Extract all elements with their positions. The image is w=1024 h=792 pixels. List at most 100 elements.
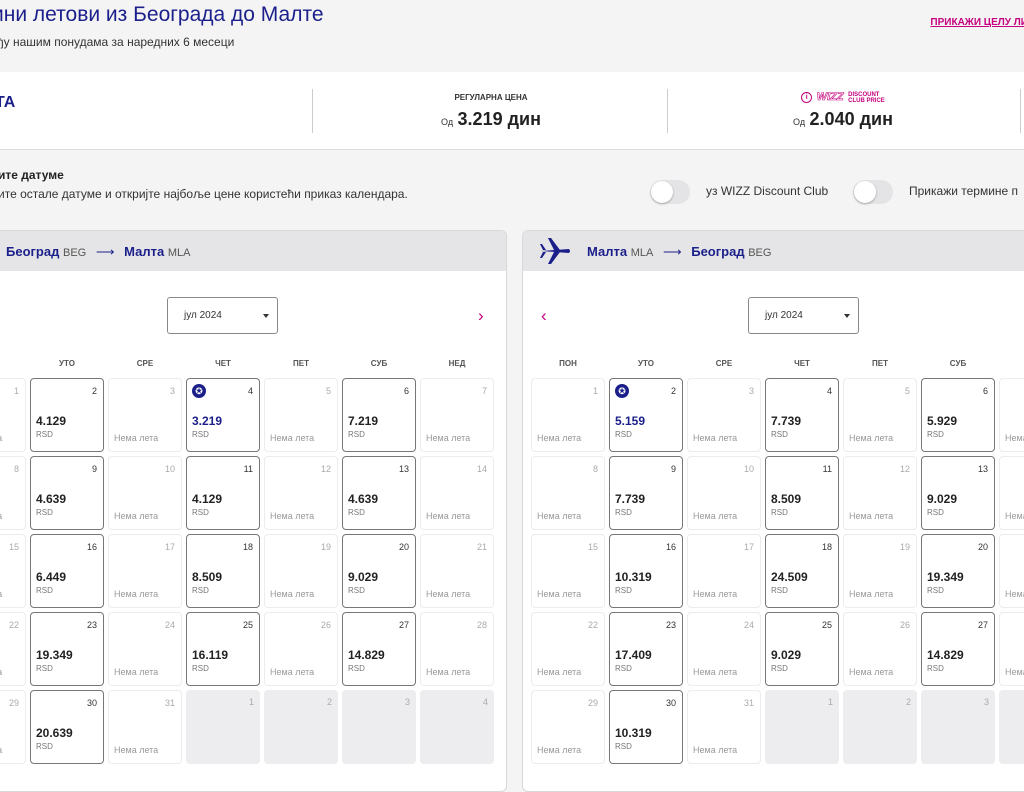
- calendar-day-available[interactable]: 30 10.319 RSD: [609, 690, 683, 764]
- day-price: 19.349: [36, 648, 73, 662]
- no-flights-label: Нема лета: [114, 667, 159, 677]
- regular-price-label: РЕГУЛАРНА ЦЕНА: [454, 93, 528, 102]
- toggle-knob: [651, 181, 673, 203]
- show-times-toggle[interactable]: [853, 180, 893, 204]
- month-select[interactable]: јул 2024: [748, 297, 859, 334]
- from-label: Од: [441, 117, 454, 127]
- currency-label: RSD: [36, 508, 53, 517]
- calendar-day-available[interactable]: 2 4.129 RSD: [30, 378, 104, 452]
- next-month-button[interactable]: ›: [478, 306, 484, 325]
- day-number: 22: [8, 620, 19, 630]
- day-number: 4: [247, 386, 253, 396]
- currency-label: RSD: [927, 664, 944, 673]
- day-number: 12: [899, 464, 910, 474]
- currency-label: RSD: [192, 586, 209, 595]
- calendar-day-available[interactable]: 6 5.929 RSD: [921, 378, 995, 452]
- no-flights-label: Нема лета: [114, 745, 159, 755]
- calendar-day-no-flight: 29 Нема лета: [0, 690, 26, 764]
- calendar-day-no-flight: 19 Нема лета: [264, 534, 338, 608]
- day-price: 6.449: [36, 570, 67, 584]
- discount-club-toggle[interactable]: [650, 180, 690, 204]
- currency-label: RSD: [348, 430, 365, 439]
- route-arrow-icon: ⟶: [95, 244, 115, 259]
- calendar-day-available[interactable]: 25 16.119 RSD: [186, 612, 260, 686]
- calendar-day-available[interactable]: 20 19.349 RSD: [921, 534, 995, 608]
- calendar-day-available[interactable]: 18 24.509 RSD: [765, 534, 839, 608]
- calendar-day-available[interactable]: 13 9.029 RSD: [921, 456, 995, 530]
- calendar-day-no-flight: 22 Нема лета: [0, 612, 26, 686]
- day-number: 9: [91, 464, 97, 474]
- info-icon[interactable]: i: [801, 92, 813, 104]
- day-number: 24: [743, 620, 754, 630]
- calendar-day-available[interactable]: 30 20.639 RSD: [30, 690, 104, 764]
- calendar-day-next-month: 4: [999, 690, 1024, 764]
- wizz-logo: WIZZ: [816, 91, 844, 104]
- calendar-day-no-flight: 15 Нема лета: [531, 534, 605, 608]
- show-full-list-link[interactable]: ПРИКАЖИ ЦЕЛУ ЛИ: [930, 17, 1024, 28]
- calendar-day-available[interactable]: 27 14.829 RSD: [342, 612, 416, 686]
- calendar-day-available[interactable]: 18 8.509 RSD: [186, 534, 260, 608]
- calendar-day-no-flight: 26 Нема лета: [843, 612, 917, 686]
- day-number: 2: [91, 386, 97, 396]
- day-price: 20.639: [36, 726, 73, 740]
- calendar-day-next-month: 4: [420, 690, 494, 764]
- calendar-day-available[interactable]: 27 14.829 RSD: [921, 612, 995, 686]
- calendar-day-no-flight: 29 Нема лета: [531, 690, 605, 764]
- currency-label: RSD: [927, 430, 944, 439]
- route: Београд BEG ⟶ Малта MLA: [6, 244, 190, 260]
- calendar-day-available[interactable]: 9 4.639 RSD: [30, 456, 104, 530]
- star-icon: ✪: [615, 384, 629, 398]
- currency-label: RSD: [36, 430, 53, 439]
- calendar-day-available[interactable]: 9 7.739 RSD: [609, 456, 683, 530]
- divider: [1020, 89, 1021, 133]
- no-flights-label: Нема лета: [537, 433, 582, 443]
- day-price: 8.509: [771, 492, 802, 506]
- calendar-day-available[interactable]: 6 7.219 RSD: [342, 378, 416, 452]
- day-number: 4: [482, 697, 488, 707]
- no-flights-label: Нема лета: [849, 667, 894, 677]
- no-flights-label: Нема лета: [849, 433, 894, 443]
- day-number: 6: [403, 386, 409, 396]
- discount-club-label[interactable]: i WIZZ DISCOUNT CLUB PRICE: [778, 91, 908, 104]
- day-number: 10: [164, 464, 175, 474]
- calendar-day-available[interactable]: 20 9.029 RSD: [342, 534, 416, 608]
- calendar-day-no-flight: 28 Нема лета: [420, 612, 494, 686]
- day-price: 4.639: [348, 492, 379, 506]
- choose-dates-heading: ите датуме: [0, 168, 64, 182]
- no-flights-label: Нема лета: [693, 433, 738, 443]
- day-number: 30: [86, 698, 97, 708]
- calendar-day-available[interactable]: 4 7.739 RSD: [765, 378, 839, 452]
- day-number: 3: [983, 697, 989, 707]
- day-number: 21: [476, 542, 487, 552]
- calendar-day-no-flight: 15 Нема лета: [0, 534, 26, 608]
- calendar-day-available[interactable]: 23 17.409 RSD: [609, 612, 683, 686]
- day-number: 9: [670, 464, 676, 474]
- calendar-day-no-flight: 19 Нема лета: [843, 534, 917, 608]
- calendar-day-available[interactable]: 13 4.639 RSD: [342, 456, 416, 530]
- day-number: 27: [398, 620, 409, 630]
- divider: [312, 89, 313, 133]
- no-flights-label: Нема лета: [849, 511, 894, 521]
- calendar-day-available[interactable]: 16 6.449 RSD: [30, 534, 104, 608]
- no-flights-label: Нема лета: [537, 589, 582, 599]
- month-select[interactable]: јул 2024: [167, 297, 278, 334]
- no-flights-label: Нема лета: [1005, 433, 1024, 443]
- calendar-day-available[interactable]: 23 19.349 RSD: [30, 612, 104, 686]
- calendar-day-available[interactable]: 16 10.319 RSD: [609, 534, 683, 608]
- day-number: 2: [326, 697, 332, 707]
- no-flights-label: Нема лета: [537, 667, 582, 677]
- calendar-day-available[interactable]: 11 8.509 RSD: [765, 456, 839, 530]
- currency-label: RSD: [348, 586, 365, 595]
- prev-month-button[interactable]: ‹: [541, 306, 547, 325]
- return-calendar: Малта MLA ⟶ Београд BEG јул 2024 ‹ ПОН УТ…: [522, 230, 1024, 792]
- weekday-label: УТО: [59, 359, 75, 368]
- calendar-day-available[interactable]: 2 ✪ 5.159 RSD: [609, 378, 683, 452]
- calendar-day-available[interactable]: 4 ✪ 3.219 RSD: [186, 378, 260, 452]
- currency-label: RSD: [615, 508, 632, 517]
- no-flights-label: Нема лета: [0, 433, 2, 443]
- calendar-day-available[interactable]: 11 4.129 RSD: [186, 456, 260, 530]
- calendar-day-no-flight: 17 Нема лета: [687, 534, 761, 608]
- calendar-day-available[interactable]: 25 9.029 RSD: [765, 612, 839, 686]
- destination-label: ТА: [0, 94, 16, 111]
- weekday-label: УТО: [638, 359, 654, 368]
